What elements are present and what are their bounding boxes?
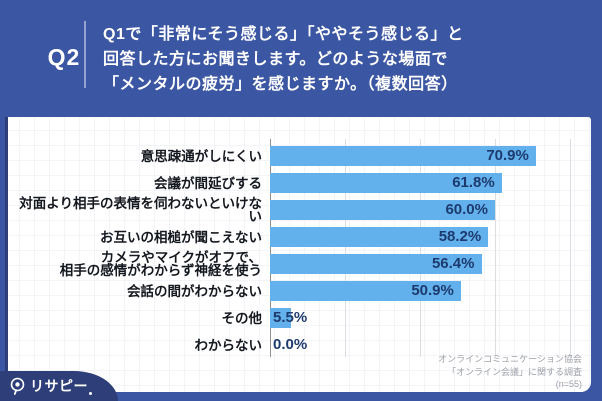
brand-dot (89, 392, 92, 395)
question-number: Q2 (47, 44, 81, 70)
bar (270, 173, 502, 193)
source-line2: 「オンライン会議」に関する調査 (446, 366, 582, 377)
magnifier-pin-icon (10, 377, 25, 395)
bar (270, 254, 482, 274)
source-line1: オンラインコミュニケーション協会 (438, 354, 582, 364)
category-label: カメラやマイクがオフで、 相手の感情がわからず神経を使う (59, 250, 262, 278)
gridline (345, 139, 346, 357)
category-label: わからない (194, 337, 263, 353)
value-label: 58.2% (438, 228, 482, 245)
question-text-line3: 「メンタルの疲労」を感じますか。（複数回答） (103, 76, 458, 93)
category-label: 対面より相手の表情を伺わないといけない (19, 196, 262, 224)
bar (270, 200, 495, 220)
brand-badge: リサピー (0, 371, 118, 401)
question-text-line2: 回答した方にお聞きします。どのような場面で (103, 51, 448, 68)
source-line3: (n=55) (555, 379, 582, 389)
bar (270, 227, 489, 247)
value-label: 70.9% (486, 147, 529, 164)
bar (270, 281, 461, 301)
gridline (570, 139, 571, 357)
question-text-line1: Q1で「非常にそう感じる」「ややそう感じる」と (103, 26, 464, 43)
category-label: お互いの相槌が聞こえない (100, 229, 262, 245)
value-label: 60.0% (445, 201, 488, 218)
value-label: 5.5% (273, 309, 308, 326)
value-label: 50.9% (411, 282, 454, 299)
category-label: 会話の間がわからない (127, 283, 262, 299)
bar (270, 146, 536, 166)
source-attribution: オンラインコミュニケーション協会 「オンライン会議」に関する調査 (n=55) (438, 353, 582, 391)
bar (270, 308, 291, 328)
gridline (420, 139, 421, 357)
header-divider (84, 21, 86, 88)
value-label: 61.8% (452, 174, 495, 191)
category-label: その他 (221, 310, 263, 326)
y-axis-line (270, 139, 271, 357)
value-label: 0.0% (273, 336, 308, 353)
question-text: Q1で「非常にそう感じる」「ややそう感じる」と 回答した方にお聞きします。どのよ… (103, 22, 464, 97)
gridline (495, 139, 496, 357)
brand-name: リサピー (30, 378, 88, 394)
category-label: 意思疎通がしにくい (140, 148, 262, 164)
value-label: 56.4% (431, 255, 475, 272)
category-label: 会議が間延びする (154, 175, 262, 191)
